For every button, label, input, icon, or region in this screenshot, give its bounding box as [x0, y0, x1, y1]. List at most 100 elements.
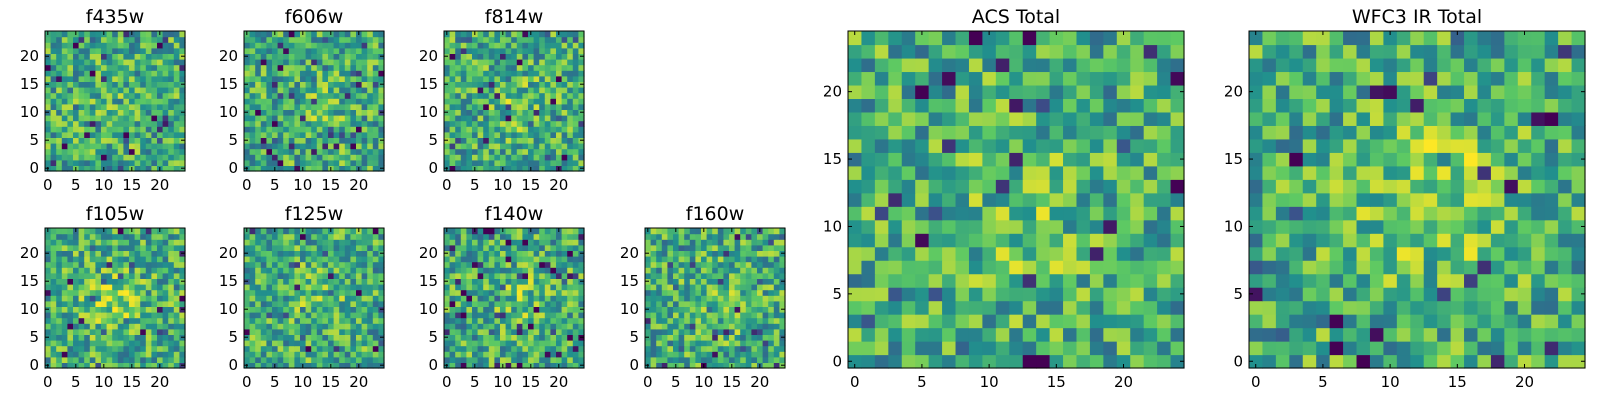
heatmap-cell [67, 53, 74, 60]
heatmap-cell [168, 261, 175, 268]
heatmap-cell [350, 284, 357, 291]
heatmap-cell [356, 233, 363, 240]
heatmap-cell [572, 98, 579, 105]
heatmap-cell [322, 250, 329, 257]
heatmap-cell [1089, 287, 1104, 302]
heatmap-cell [1170, 327, 1185, 342]
heatmap-cell [539, 239, 546, 246]
heatmap-cell [740, 278, 747, 285]
heatmap-cell [874, 314, 889, 329]
heatmap-cell [168, 87, 175, 94]
heatmap-cell [460, 109, 467, 116]
heatmap-cell [740, 317, 747, 324]
heatmap-cell [112, 340, 119, 347]
heatmap-cell [145, 250, 152, 257]
heatmap-cell [367, 323, 374, 330]
heatmap-cell [539, 289, 546, 296]
heatmap-cell [516, 92, 523, 99]
heatmap-cell [477, 92, 484, 99]
heatmap-cell [78, 351, 85, 358]
heatmap-cell [455, 148, 462, 155]
x-tick-label: 15 [122, 373, 141, 391]
heatmap-cell [168, 64, 175, 71]
heatmap-cell [928, 260, 943, 275]
heatmap-cell [322, 289, 329, 296]
heatmap-cell [322, 36, 329, 43]
heatmap-cell [673, 345, 680, 352]
heatmap-cell [556, 47, 563, 54]
heatmap-cell [106, 345, 113, 352]
heatmap-cell [561, 87, 568, 94]
heatmap-cell [773, 289, 780, 296]
heatmap-cell [123, 154, 130, 161]
heatmap-cell [244, 131, 251, 138]
heatmap-cell [472, 239, 479, 246]
heatmap-cell [106, 278, 113, 285]
heatmap-cell [316, 75, 323, 82]
heatmap-cell [928, 165, 943, 180]
heatmap-cell [151, 59, 158, 66]
heatmap-cell [544, 36, 551, 43]
heatmap-cell [45, 131, 52, 138]
heatmap-cell [356, 289, 363, 296]
heatmap-cell [511, 239, 518, 246]
heatmap-cell [288, 272, 295, 279]
heatmap-cell [45, 323, 52, 330]
heatmap-cell [356, 334, 363, 341]
heatmap-cell [773, 256, 780, 263]
heatmap-cell [311, 115, 318, 122]
heatmap-cell [695, 295, 702, 302]
heatmap-cell [339, 165, 346, 172]
heatmap-cell [117, 328, 124, 335]
heatmap-cell [344, 87, 351, 94]
heatmap-cell [84, 75, 91, 82]
heatmap-cell [95, 284, 102, 291]
heatmap-cell [283, 165, 290, 172]
heatmap-cell [350, 98, 357, 105]
heatmap-cell [528, 250, 535, 257]
heatmap-cell [706, 306, 713, 313]
heatmap-cell [272, 115, 279, 122]
heatmap-cell [95, 250, 102, 257]
heatmap-cell [567, 115, 574, 122]
heatmap-cell [272, 317, 279, 324]
heatmap-cell [277, 47, 284, 54]
heatmap-cell [723, 323, 730, 330]
heatmap-cell [244, 143, 251, 150]
heatmap-cell [848, 246, 863, 261]
heatmap-cell [168, 306, 175, 313]
heatmap-cell [316, 109, 323, 116]
heatmap-cell [67, 126, 74, 133]
heatmap-cell [656, 289, 663, 296]
heatmap-cell [123, 345, 130, 352]
heatmap-cell [151, 295, 158, 302]
heatmap-cell [888, 152, 903, 167]
heatmap-cell [494, 272, 501, 279]
heatmap-cell [305, 362, 312, 369]
heatmap-cell [260, 87, 267, 94]
heatmap-cell [729, 267, 736, 274]
heatmap-cell [901, 341, 916, 356]
heatmap-cell [500, 148, 507, 155]
heatmap-cell [67, 154, 74, 161]
heatmap-cell [901, 233, 916, 248]
heatmap-cell [544, 233, 551, 240]
heatmap-cell [162, 295, 169, 302]
heatmap-cell [539, 92, 546, 99]
heatmap-cell [361, 272, 368, 279]
heatmap-cell [444, 42, 451, 49]
heatmap-cell [140, 92, 147, 99]
heatmap-cell [488, 126, 495, 133]
heatmap-cell [472, 137, 479, 144]
heatmap-cell [706, 289, 713, 296]
heatmap-cell [678, 295, 685, 302]
heatmap-cell [455, 115, 462, 122]
heatmap-cell [516, 289, 523, 296]
heatmap-cell [311, 295, 318, 302]
heatmap-cell [968, 179, 983, 194]
heatmap-cell [344, 137, 351, 144]
heatmap-cell [294, 75, 301, 82]
heatmap-cell [333, 120, 340, 127]
heatmap-cell [106, 300, 113, 307]
heatmap-cell [561, 131, 568, 138]
